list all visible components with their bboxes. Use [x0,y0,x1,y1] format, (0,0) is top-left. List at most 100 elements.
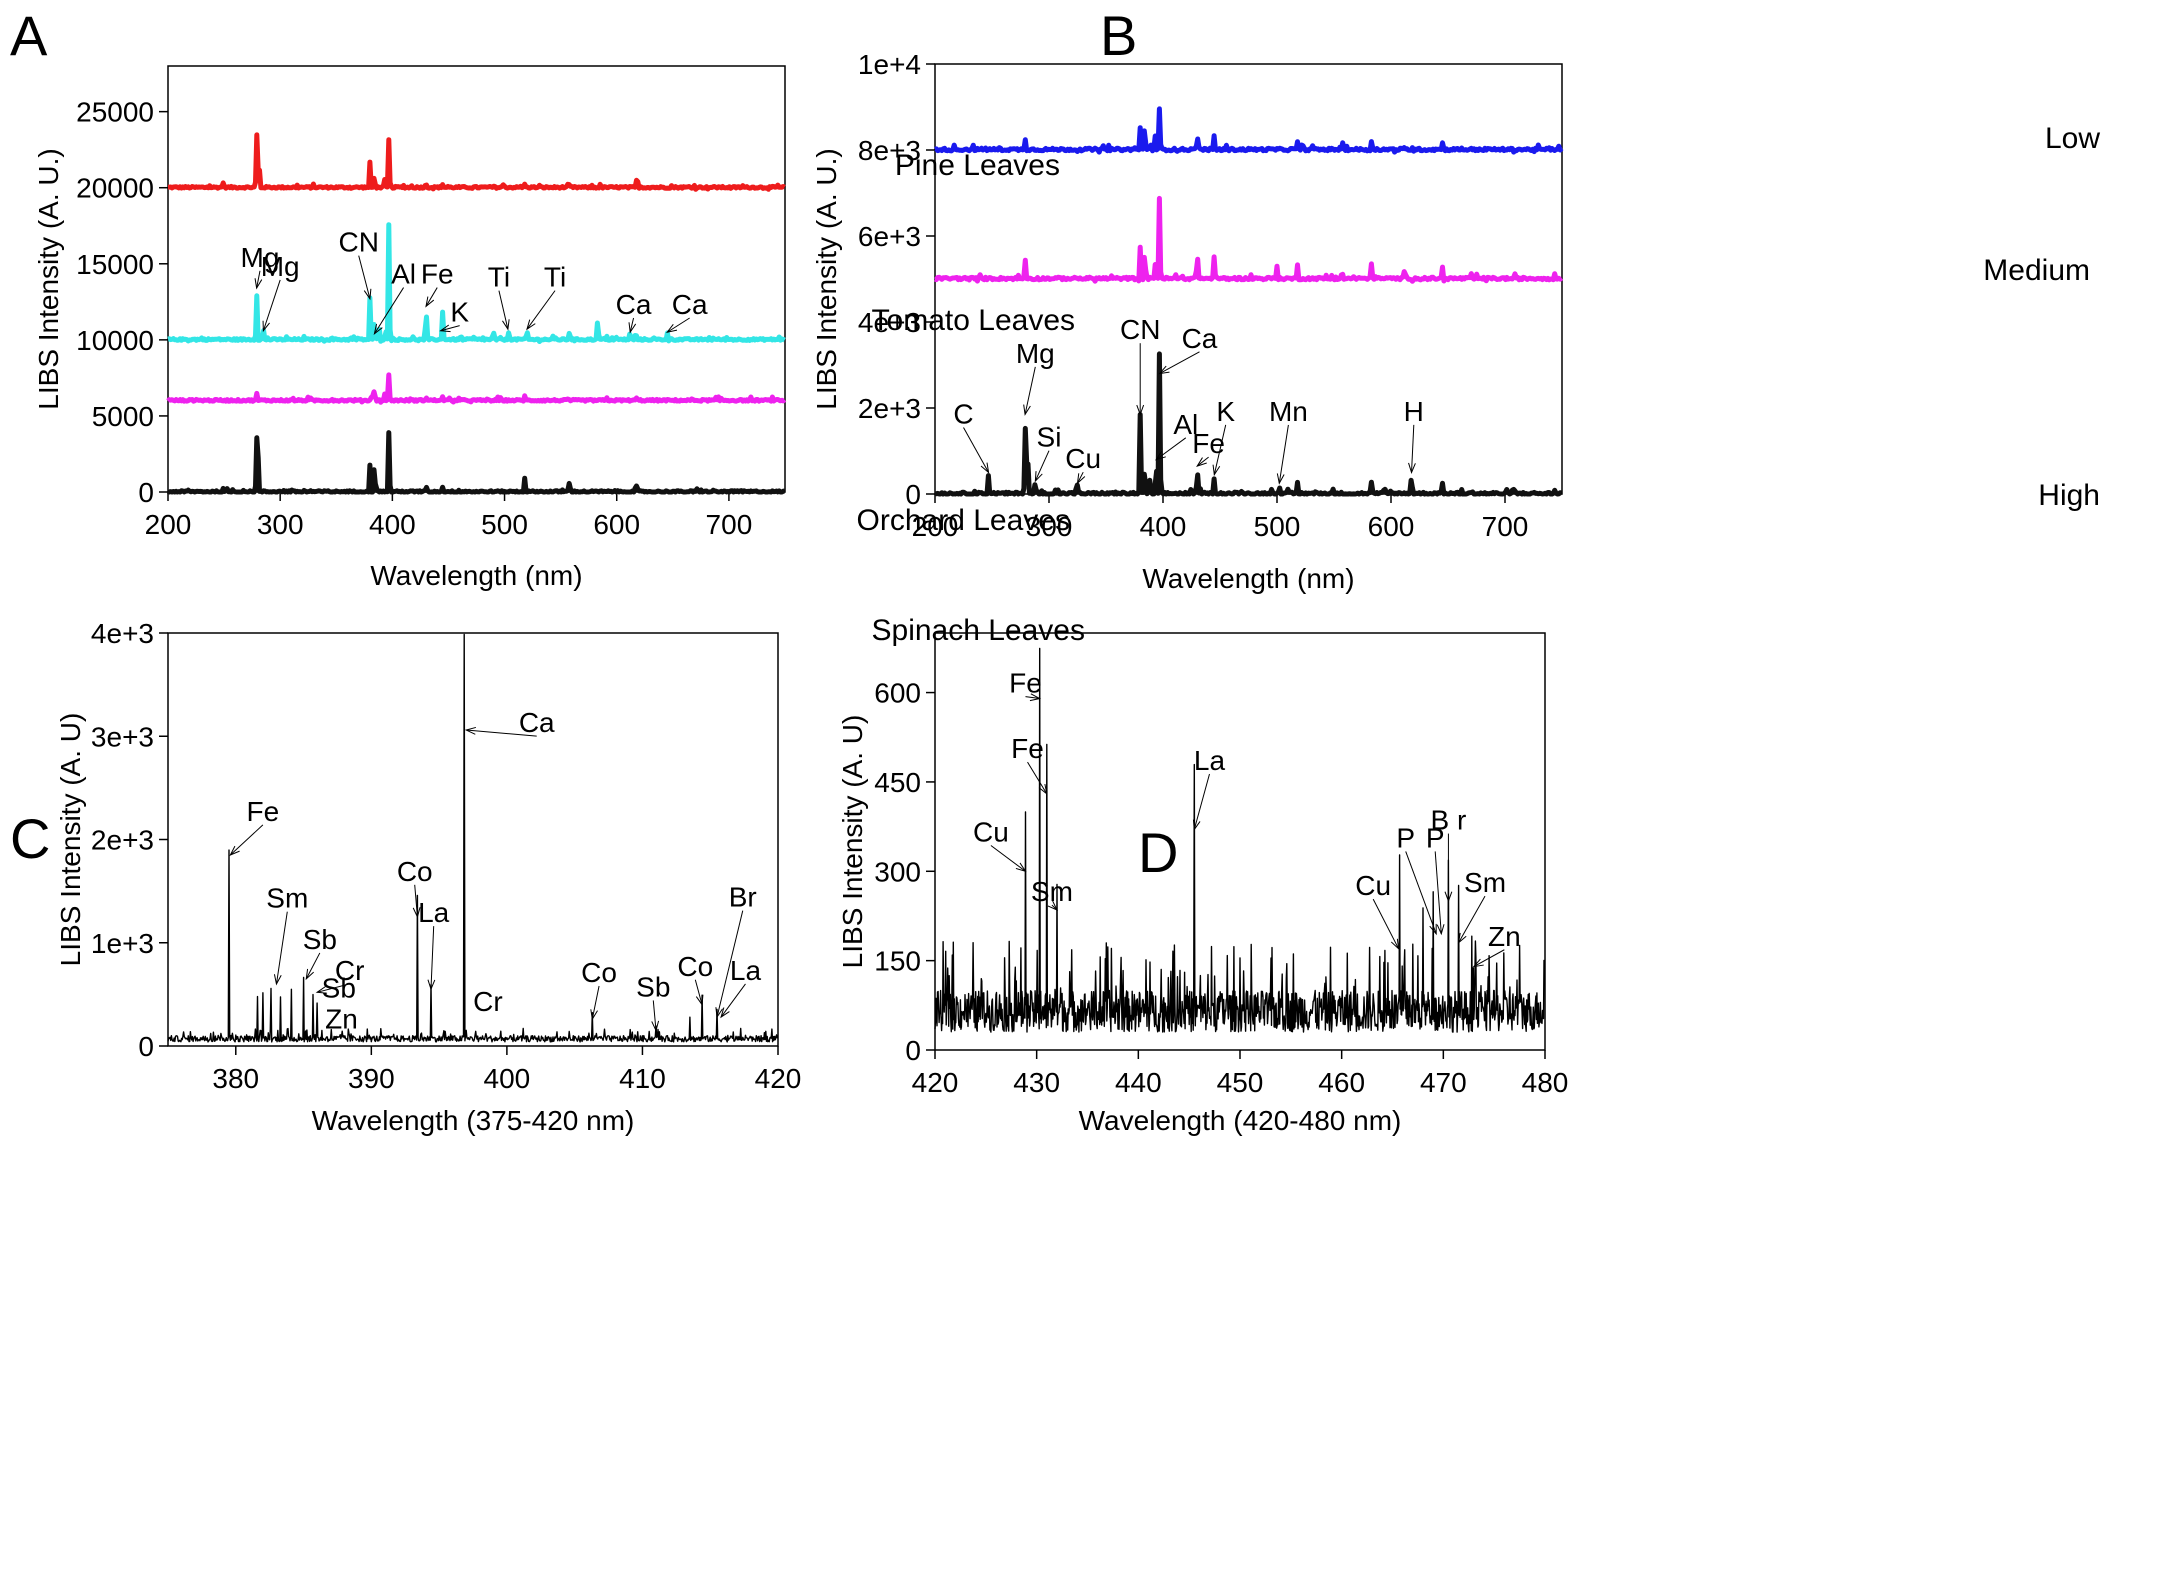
y-tick-label: 1e+4 [858,49,921,80]
x-tick-label: 400 [369,509,416,540]
x-tick-label: 430 [1013,1067,1060,1098]
annotation-arrow [695,980,702,1005]
annotation-label: Sb [636,971,670,1002]
y-tick-label: 20000 [76,173,154,204]
annotation-arrow [1435,851,1441,933]
annotation-arrow [431,926,434,989]
y-tick-label: 8e+3 [858,135,921,166]
annotation-label: Ca [519,707,555,738]
annotation-label: La [730,955,762,986]
annotation-label: La [1194,745,1226,776]
y-tick-label: 4e+3 [858,307,921,338]
panel-letter-b: B [1100,4,1137,67]
y-tick-label: 0 [138,477,154,508]
x-tick-label: 300 [257,509,304,540]
y-tick-label: 15000 [76,249,154,280]
annotation-arrow [1412,425,1414,473]
annotation-arrow [991,846,1026,872]
y-tick-label: 6e+3 [858,221,921,252]
annotation-label: K [450,297,469,328]
annotation-label: Cu [973,817,1009,848]
annotation-arrow [1035,451,1049,481]
annotation-label: H [1404,396,1424,427]
annotation-arrow [667,318,689,332]
annotation-arrowhead [981,463,989,473]
series-label: Medium [1983,254,2090,287]
annotation-arrow [1028,762,1047,794]
y-tick-label: 600 [874,678,921,709]
panel-letter-c: C [10,807,50,870]
x-tick-label: 400 [484,1063,531,1094]
annotation-arrowhead [1459,933,1467,943]
annotation-label: Mn [1269,396,1308,427]
annotation-label: Fe [1011,733,1044,764]
annotation-arrow [359,256,370,299]
x-axis-label: Wavelength (375-420 nm) [312,1105,635,1136]
annotation-label: Ti [544,262,566,293]
annotation-label: C [953,398,973,429]
x-tick-label: 420 [912,1067,959,1098]
y-tick-label: 300 [874,856,921,887]
series-line-1 [935,198,1562,281]
y-tick-label: 1e+3 [91,928,154,959]
panel-a: 200 300 400 500 600 7000500010000150002000025… [33,66,1085,647]
annotation-arrow [1160,352,1200,374]
x-tick-label: 420 [755,1063,802,1094]
y-tick-label: 150 [874,946,921,977]
annotation-label: Sb [322,972,356,1003]
annotation-arrow [263,280,280,331]
annotation-arrow [1194,774,1209,830]
y-axis-label: LIBS Intensity (A. U) [837,715,868,969]
annotation-label: Fe [1009,668,1042,699]
annotation-label: Cr [473,986,503,1017]
x-axis-label: Wavelength (420-480 nm) [1079,1105,1402,1136]
annotation-label: Br [729,882,757,913]
x-axis-label: Wavelength (nm) [1142,563,1354,594]
annotation-label: Ca [616,289,652,320]
annotation-label: Cu [1065,443,1101,474]
annotation-arrow [306,953,320,979]
x-tick-label: 500 [481,509,528,540]
annotation-arrow [499,291,508,330]
series-label: High [2038,479,2100,512]
x-axis-label: Wavelength (nm) [370,560,582,591]
x-tick-label: 600 [593,509,640,540]
y-tick-label: 3e+3 [91,721,154,752]
plot-frame [168,633,778,1046]
annotation-arrow [964,427,989,472]
y-tick-label: 4e+3 [91,618,154,649]
panel-letter-a: A [10,4,48,67]
series-label: Spinach Leaves [872,614,1086,647]
y-tick-label: 5000 [92,401,154,432]
annotation-arrowhead [1391,939,1398,949]
annotation-label: Co [581,957,617,988]
annotation-label: Sm [1464,867,1506,898]
x-tick-label: 200 [912,511,959,542]
series-label: Low [2045,122,2100,155]
panel-c: 380 390 400 410 420 0 1e+3 2e+3 3e+3 4e+3 Waveleng… [55,618,801,1136]
annotation-label: Fe [421,259,454,290]
annotation-label: Mg [1016,338,1055,369]
series-line-3 [168,433,785,492]
y-axis-label: LIBS Intensity (A. U.) [811,148,842,409]
x-tick-label: 410 [619,1063,666,1094]
annotation-arrow [1025,367,1035,415]
x-tick-label: 440 [1115,1067,1162,1098]
x-tick-label: 390 [348,1063,395,1094]
annotation-label: CN [338,227,378,258]
annotation-label: Ca [1182,323,1218,354]
annotation-label: La [418,897,450,928]
series-line-2 [935,354,1562,494]
annotation-arrowhead [426,297,434,307]
annotation-arrowhead [306,969,313,979]
annotation-arrowhead [1078,473,1085,483]
annotation-label: Si [1037,422,1062,453]
annotation-label: Sm [266,883,308,914]
x-tick-label: 480 [1522,1067,1569,1098]
annotation-label: K [1216,396,1235,427]
panel-d: 420 430 440 450 460 470 480 0 150 300 450 600 Wavele… [837,633,1568,1136]
x-tick-label: 460 [1318,1067,1365,1098]
annotation-arrow [721,984,745,1017]
x-tick-label: 380 [212,1063,259,1094]
annotation-label: Fe [247,796,280,827]
